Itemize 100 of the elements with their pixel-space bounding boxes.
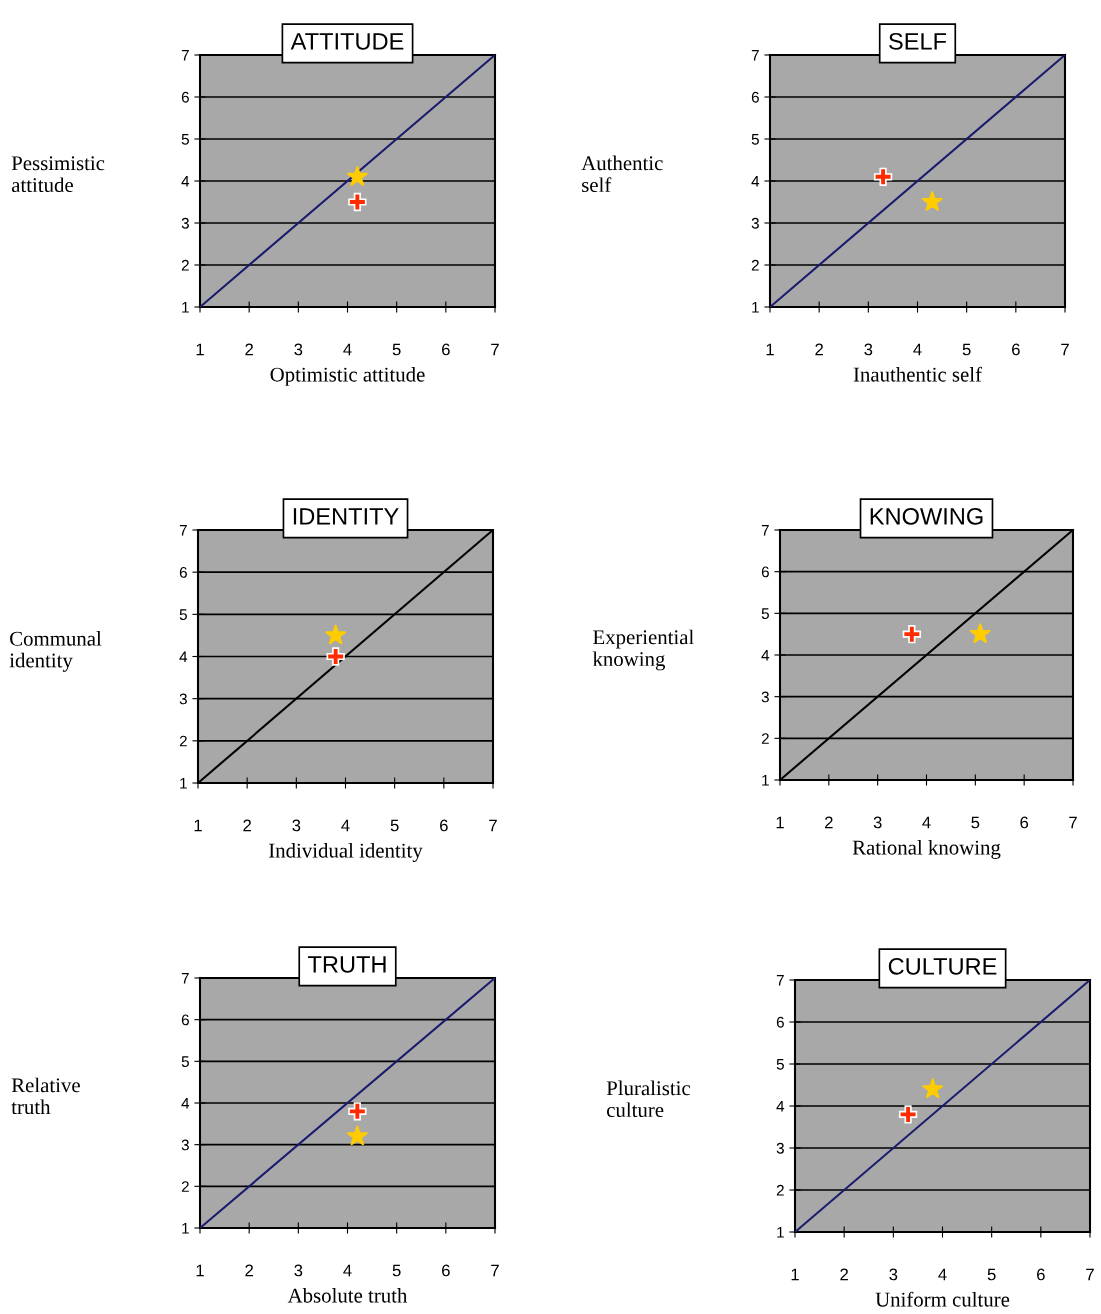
x-tick-label: 5 (962, 343, 971, 356)
y-tick-label: 3 (761, 691, 769, 703)
x-axis-title: Individual identity (269, 842, 423, 862)
x-tick-label: 6 (1020, 816, 1029, 829)
y-tick-label: 4 (181, 176, 190, 187)
y-tick-label: 3 (181, 217, 189, 229)
x-tick-label: 1 (194, 819, 202, 832)
y-tick-label: 2 (761, 733, 769, 744)
x-tick-label: 3 (294, 1264, 303, 1277)
y-tick-label: 1 (777, 1227, 784, 1238)
x-tick-label: 7 (489, 819, 497, 832)
x-axis-title: Uniform culture (875, 1291, 1010, 1307)
x-tick-label: 2 (245, 1264, 253, 1277)
y-tick-label: 6 (761, 566, 769, 578)
y-tick-label: 2 (751, 259, 759, 271)
y-tick-label: 7 (776, 975, 784, 986)
y-tick-label: 7 (179, 525, 187, 536)
y-tick-label: 7 (761, 525, 769, 536)
x-tick-label: 3 (864, 343, 873, 356)
x-tick-label: 1 (196, 343, 204, 356)
y-tick-label: 6 (751, 91, 759, 103)
y-tick-label: 4 (179, 651, 188, 663)
x-tick-label: 5 (390, 819, 399, 832)
x-tick-label: 3 (889, 1268, 898, 1281)
point (326, 647, 345, 666)
x-tick-label: 7 (1069, 816, 1077, 829)
y-tick-label: 6 (776, 1016, 784, 1028)
y-tick-label: 1 (182, 1223, 189, 1234)
y-tick-label: 7 (181, 50, 189, 61)
y-tick-label: 4 (761, 650, 770, 661)
x-tick-label: 6 (442, 1264, 450, 1277)
point (324, 624, 347, 645)
y-tick-label: 3 (179, 693, 187, 705)
y-tick-label: 7 (751, 50, 759, 61)
x-tick-label: 1 (791, 1268, 799, 1281)
x-tick-label: 2 (825, 816, 833, 829)
y-tick-label: 1 (752, 302, 759, 313)
x-tick-label: 6 (1037, 1268, 1045, 1281)
x-tick-label: 5 (987, 1268, 996, 1281)
y-tick-label: 4 (776, 1101, 785, 1112)
chart-title: TRUTH (308, 956, 386, 973)
y-tick-label: 3 (181, 1139, 189, 1151)
x-tick-label: 3 (292, 819, 301, 832)
x-tick-label: 7 (1061, 343, 1069, 356)
x-axis-title: Absolute truth (287, 1287, 408, 1303)
y-tick-label: 1 (762, 775, 769, 786)
x-tick-label: 2 (840, 1268, 848, 1281)
y-tick-label: 6 (179, 567, 187, 578)
y-axis-title: Experiential knowing (592, 629, 694, 671)
y-tick-label: 5 (751, 134, 759, 145)
x-tick-label: 3 (294, 343, 303, 356)
y-tick-label: 5 (179, 609, 187, 621)
y-tick-label: 5 (776, 1059, 784, 1070)
y-tick-label: 7 (181, 973, 189, 984)
chart-title: SELF (889, 32, 947, 50)
x-axis-title: Inauthentic self (853, 366, 982, 382)
y-tick-label: 5 (181, 134, 189, 145)
x-tick-label: 6 (440, 819, 448, 832)
y-axis-title: Pluralistic culture (606, 1080, 691, 1118)
y-tick-label: 1 (182, 302, 189, 313)
chart-title: ATTITUDE (290, 33, 404, 50)
x-tick-label: 6 (442, 343, 450, 356)
x-tick-label: 4 (343, 343, 352, 356)
x-tick-label: 2 (815, 343, 823, 356)
y-tick-label: 2 (181, 1181, 189, 1192)
y-tick-label: 6 (181, 91, 189, 103)
y-tick-label: 3 (751, 217, 759, 229)
x-tick-label: 5 (392, 1264, 401, 1277)
y-tick-label: 2 (179, 735, 187, 747)
y-tick-label: 2 (776, 1184, 784, 1196)
chart-title: CULTURE (888, 957, 997, 975)
y-tick-label: 5 (181, 1056, 189, 1068)
y-tick-label: 5 (761, 608, 769, 620)
y-tick-label: 2 (181, 259, 189, 271)
x-tick-label: 7 (491, 1264, 499, 1277)
x-tick-label: 7 (491, 343, 499, 356)
x-axis-title: Rational knowing (852, 839, 1001, 859)
y-tick-label: 3 (776, 1142, 784, 1154)
x-tick-label: 2 (245, 343, 253, 356)
y-axis-title: Relative truth (11, 1077, 80, 1115)
y-tick-label: 1 (180, 778, 187, 789)
chart-title: IDENTITY (293, 508, 399, 525)
x-tick-label: 4 (343, 1264, 352, 1277)
x-tick-label: 4 (938, 1268, 947, 1281)
x-tick-label: 6 (1012, 343, 1020, 356)
x-tick-label: 2 (243, 819, 251, 832)
x-tick-label: 4 (922, 816, 931, 829)
x-tick-label: 3 (873, 816, 882, 829)
chart-title: KNOWING (870, 507, 983, 525)
x-tick-label: 5 (392, 343, 401, 356)
y-axis-title: Communal identity (9, 631, 102, 672)
x-axis-title: Optimistic attitude (270, 366, 425, 386)
y-tick-label: 4 (181, 1098, 190, 1109)
x-tick-label: 5 (971, 816, 980, 829)
x-tick-label: 1 (196, 1264, 204, 1277)
y-tick-label: 6 (181, 1014, 189, 1026)
y-axis-title: Pessimistic attitude (11, 156, 105, 193)
y-axis-title: Authentic self (581, 155, 663, 193)
x-tick-label: 4 (341, 819, 350, 832)
y-tick-label: 4 (751, 176, 760, 187)
